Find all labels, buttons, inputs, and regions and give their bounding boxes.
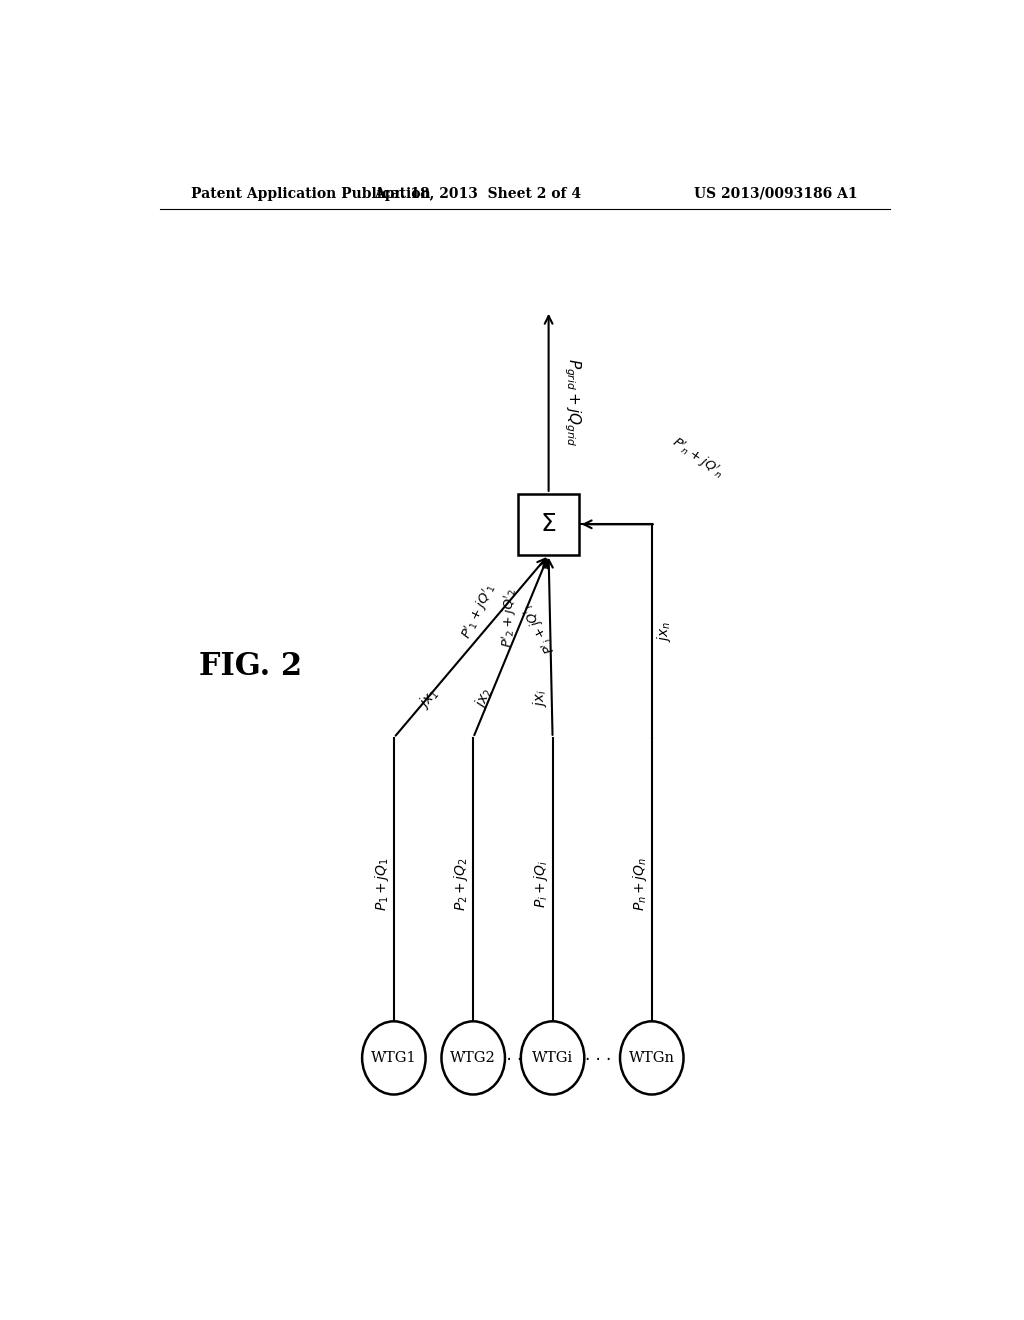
Text: $\Sigma$: $\Sigma$ [541, 512, 557, 536]
Text: $P_i+jQ_i$: $P_i+jQ_i$ [531, 859, 550, 908]
Text: $P'_1+jQ'_1$: $P'_1+jQ'_1$ [459, 581, 500, 642]
Text: . . .: . . . [585, 1045, 611, 1064]
Text: WTGn: WTGn [629, 1051, 675, 1065]
Text: $P_{grid}+jQ_{grid}$: $P_{grid}+jQ_{grid}$ [562, 358, 583, 446]
Ellipse shape [362, 1022, 426, 1094]
Ellipse shape [521, 1022, 585, 1094]
Text: $P_1+jQ_1$: $P_1+jQ_1$ [373, 857, 391, 911]
Text: $P_n+jQ_n$: $P_n+jQ_n$ [631, 857, 649, 911]
FancyBboxPatch shape [518, 494, 579, 554]
Text: Apr. 18, 2013  Sheet 2 of 4: Apr. 18, 2013 Sheet 2 of 4 [374, 187, 581, 201]
Text: $jx_i$: $jx_i$ [530, 689, 549, 708]
Text: WTG1: WTG1 [371, 1051, 417, 1065]
Text: $P_2+jQ_2$: $P_2+jQ_2$ [453, 857, 470, 911]
Text: FIG. 2: FIG. 2 [200, 651, 302, 682]
Text: Patent Application Publication: Patent Application Publication [191, 187, 431, 201]
Text: US 2013/0093186 A1: US 2013/0093186 A1 [694, 187, 858, 201]
Text: $jx_n$: $jx_n$ [654, 620, 673, 642]
Text: WTGi: WTGi [531, 1051, 573, 1065]
Text: . . .: . . . [496, 1045, 522, 1064]
Text: $P'_n+jQ'_n$: $P'_n+jQ'_n$ [668, 434, 726, 483]
Text: WTG2: WTG2 [451, 1051, 496, 1065]
Text: $jx_1$: $jx_1$ [415, 684, 442, 711]
Ellipse shape [441, 1022, 505, 1094]
Text: $P'_2+jQ'_2$: $P'_2+jQ'_2$ [499, 589, 519, 648]
Text: $P'_i+jQ'_i$: $P'_i+jQ'_i$ [520, 601, 560, 656]
Ellipse shape [621, 1022, 684, 1094]
Text: $jx_2$: $jx_2$ [472, 685, 497, 711]
